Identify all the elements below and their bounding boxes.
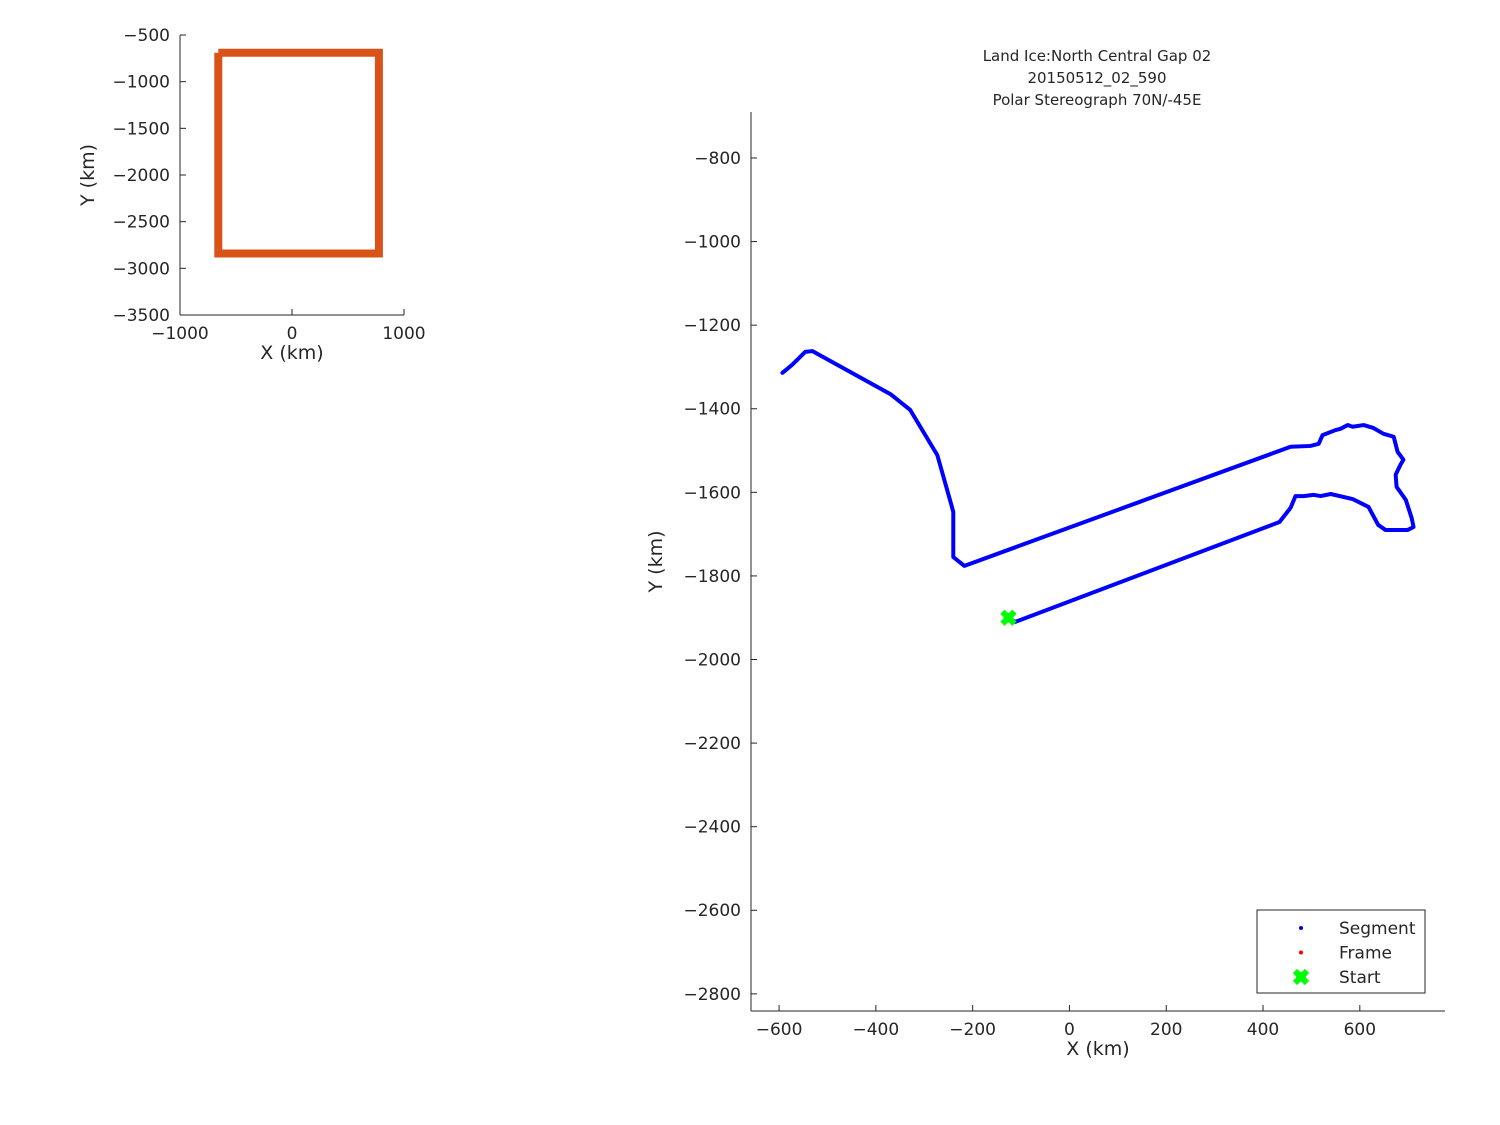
main-x-tick-label: 400 [1247, 1020, 1279, 1040]
main-x-tick-label: 0 [1064, 1020, 1075, 1040]
start-marker-core [1003, 612, 1014, 623]
main-y-tick-label: −2600 [683, 901, 741, 921]
legend-marker-frame [1299, 950, 1303, 955]
legend-marker-segment [1299, 926, 1303, 930]
inset-extent-rectangle [214, 48, 383, 258]
main-y-axis-label: Y (km) [645, 531, 667, 594]
legend-label-segment: Segment [1339, 919, 1416, 939]
inset-y-tick-label: −1000 [112, 73, 170, 93]
legend: Segment Frame Start [1256, 909, 1426, 994]
main-y-tick-label: −1000 [683, 233, 741, 253]
main-x-axis-label: X (km) [1066, 1038, 1129, 1060]
main-title-line: 20150512_02_590 [1027, 69, 1166, 88]
main-y-tick-label: −2200 [683, 734, 741, 754]
inset-axes: −1000 0 1000 −500 −1000 −1500 −2000 −2500 −3000 −… [77, 26, 426, 364]
legend-box [1256, 909, 1426, 994]
inset-x-tick-label: −1000 [151, 324, 209, 344]
main-x-tick-label: −200 [949, 1020, 996, 1040]
main-x-tick-label: −600 [756, 1020, 803, 1040]
main-y-tick-label: −1400 [683, 400, 741, 420]
inset-y-tick-label: −2000 [112, 166, 170, 186]
inset-x-tick-label: 0 [287, 324, 298, 344]
main-y-tick-label: −1200 [683, 316, 741, 336]
inset-y-tick-label: −3500 [112, 306, 170, 326]
main-title-line: Land Ice:North Central Gap 02 [983, 47, 1212, 65]
segment-track-line [780, 349, 1416, 624]
main-x-tick-label: 600 [1344, 1020, 1376, 1040]
main-x-tick-label: 200 [1150, 1020, 1182, 1040]
inset-y-axis-label: Y (km) [77, 144, 99, 207]
main-y-tick-label: −2000 [683, 650, 741, 670]
legend-label-frame: Frame [1339, 944, 1392, 964]
inset-y-tick-label: −500 [123, 26, 170, 46]
inset-y-tick-label: −2500 [112, 213, 170, 233]
main-y-tick-label: −1800 [683, 567, 741, 587]
main-y-tick-label: −800 [694, 149, 741, 169]
main-title-line: Polar Stereograph 70N/-45E [993, 91, 1202, 109]
main-x-tick-label: −400 [853, 1020, 900, 1040]
inset-x-axis-label: X (km) [260, 342, 323, 364]
main-y-tick-label: −2800 [683, 985, 741, 1005]
main-axes: −600 −400 −200 0 200 400 600−800−1000−1200−140… [645, 47, 1445, 1060]
legend-label-start: Start [1339, 968, 1381, 988]
main-y-tick-label: −1600 [683, 483, 741, 503]
inset-y-tick-label: −3000 [112, 259, 170, 279]
inset-x-tick-label: 1000 [382, 324, 425, 344]
legend-marker-start-core [1296, 972, 1306, 982]
inset-y-tick-label: −1500 [112, 119, 170, 139]
main-y-tick-label: −2400 [683, 818, 741, 838]
